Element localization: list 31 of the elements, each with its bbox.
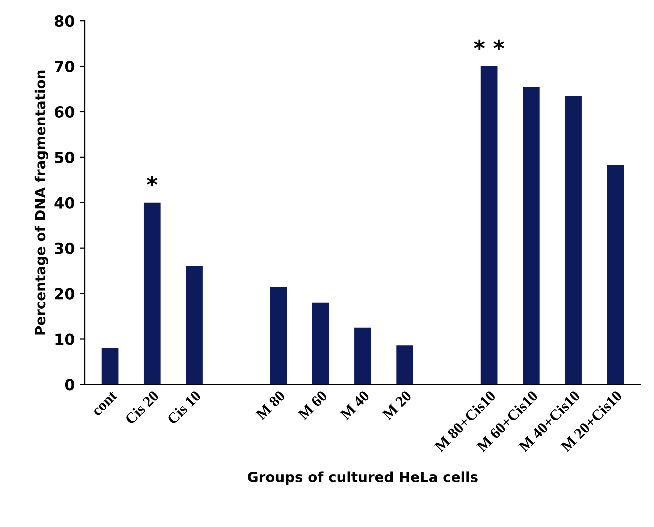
x-tick-label: M 20 bbox=[382, 390, 412, 421]
y-tick-label: 50 bbox=[55, 152, 75, 164]
bar bbox=[354, 328, 372, 385]
annotation: * bbox=[147, 176, 158, 187]
x-axis-title: Groups of cultured HeLa cells bbox=[248, 472, 478, 486]
y-tick-label: 30 bbox=[55, 242, 75, 254]
y-tick-label: 10 bbox=[56, 334, 75, 346]
bar bbox=[480, 66, 498, 385]
bar bbox=[144, 202, 161, 385]
x-tick-label: cont bbox=[92, 391, 118, 417]
y-tick-label: 60 bbox=[54, 106, 75, 118]
x-tick-label: M 60 bbox=[298, 390, 328, 421]
x-tick-label: Cis 10 bbox=[166, 390, 202, 426]
bar bbox=[186, 266, 203, 385]
x-tick-label: Cis 20 bbox=[124, 390, 160, 426]
y-axis-title: Percentage of DNA fragmentation bbox=[34, 70, 48, 335]
y-tick-label: 0 bbox=[65, 379, 75, 391]
bar bbox=[396, 346, 414, 385]
x-tick-label: M 40 bbox=[340, 390, 370, 421]
y-tick-label: 70 bbox=[55, 61, 75, 73]
y-tick-label: 40 bbox=[54, 197, 75, 209]
bar bbox=[607, 165, 624, 385]
annotation: * * bbox=[474, 40, 504, 50]
y-tick-label: 80 bbox=[54, 16, 75, 28]
bar bbox=[312, 302, 330, 385]
x-tick-label: M 80 bbox=[256, 390, 286, 421]
bar bbox=[565, 96, 582, 385]
bar bbox=[523, 86, 540, 385]
bar bbox=[270, 286, 288, 385]
y-tick-label: 20 bbox=[55, 288, 75, 300]
bar bbox=[102, 348, 119, 385]
